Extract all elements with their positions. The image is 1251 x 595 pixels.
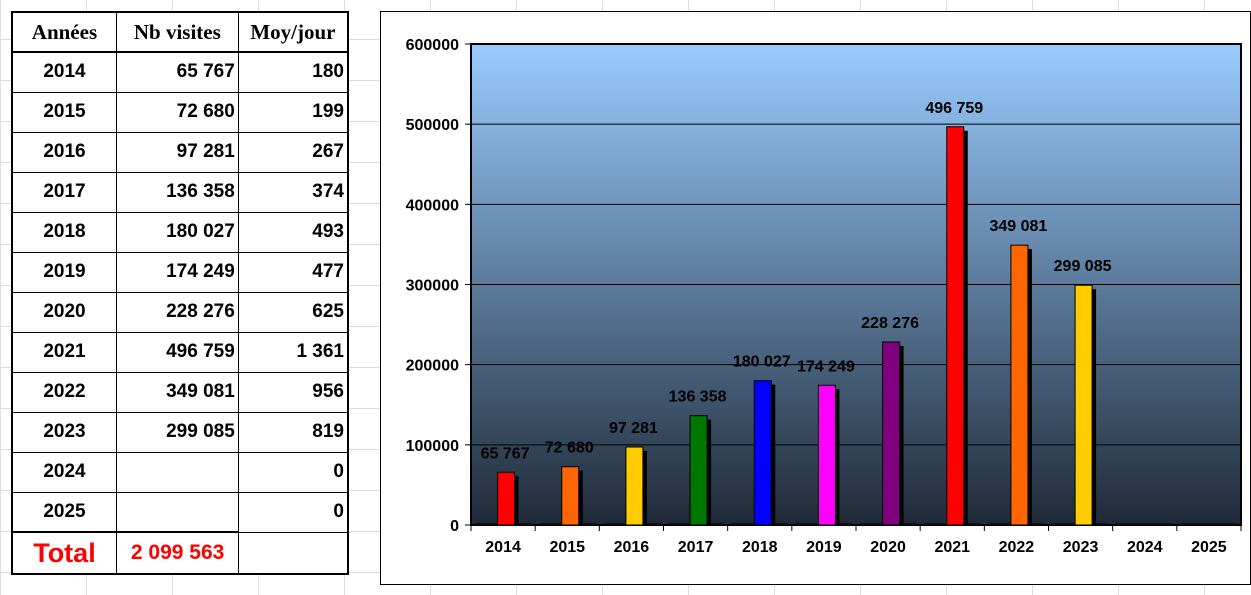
year-cell[interactable]: 2014 [11,51,117,93]
x-tick-label: 2024 [1127,539,1163,556]
visits-cell[interactable] [115,491,239,533]
data-label: 299 085 [1054,258,1112,275]
total-row: Total 2 099 563 [11,531,348,575]
bar[interactable] [753,380,772,526]
bar[interactable] [1010,244,1029,526]
year-cell[interactable]: 2019 [11,251,117,293]
x-tick-label: 2025 [1191,539,1227,556]
total-empty-cell [237,532,348,574]
visits-cell[interactable]: 174 249 [115,251,239,293]
year-cell[interactable]: 2025 [11,491,117,533]
x-tick-label: 2016 [614,539,650,556]
table-row: 2017 136 358 374 [11,171,349,213]
year-cell[interactable]: 2024 [11,451,117,493]
data-label: 228 276 [861,315,919,332]
visits-table: Années Nb visites Moy/jour 2014 65 767 180… [11,11,349,575]
data-label: 174 249 [797,358,855,375]
table-row: 2015 72 680 199 [11,91,349,133]
y-tick-label: 500000 [406,117,459,134]
table-row: 2016 97 281 267 [11,131,349,173]
x-tick-label: 2020 [870,539,906,556]
y-tick-label: 600000 [406,37,459,54]
per-day-cell[interactable]: 0 [237,491,349,533]
visits-cell[interactable] [115,451,239,493]
y-tick-label: 300000 [406,278,459,295]
data-label: 496 759 [925,100,983,117]
visits-cell[interactable]: 349 081 [115,371,239,413]
table-row: 2018 180 027 493 [11,211,349,253]
total-label[interactable]: Total [11,531,117,575]
x-tick-label: 2015 [549,539,585,556]
data-label: 97 281 [609,420,658,437]
table-row: 2020 228 276 625 [11,291,349,333]
header-years[interactable]: Années [11,11,117,53]
per-day-cell[interactable]: 1 361 [237,331,349,373]
bar[interactable] [882,341,901,526]
visits-cell[interactable]: 97 281 [115,131,239,173]
per-day-cell[interactable]: 477 [237,251,349,293]
bar[interactable] [497,471,516,526]
bar[interactable] [817,384,836,526]
x-tick-label: 2021 [934,539,970,556]
year-cell[interactable]: 2021 [11,331,117,373]
data-label: 136 358 [669,389,727,406]
per-day-cell[interactable]: 956 [237,371,349,413]
x-tick-label: 2019 [806,539,842,556]
per-day-cell[interactable]: 374 [237,171,349,213]
x-tick-label: 2017 [678,539,714,556]
bar[interactable] [625,446,644,526]
table-row: 2025 0 [11,491,349,533]
year-cell[interactable]: 2017 [11,171,117,213]
visits-cell[interactable]: 228 276 [115,291,239,333]
x-tick-label: 2018 [742,539,778,556]
y-tick-label: 0 [450,518,459,535]
table-row: 2019 174 249 477 [11,251,349,293]
per-day-cell[interactable]: 180 [237,51,349,93]
x-tick-label: 2022 [999,539,1035,556]
per-day-cell[interactable]: 819 [237,411,349,453]
visits-cell[interactable]: 496 759 [115,331,239,373]
table-row: 2024 0 [11,451,349,493]
data-label: 72 680 [545,440,594,457]
per-day-cell[interactable]: 267 [237,131,349,173]
header-per-day[interactable]: Moy/jour [237,11,349,53]
per-day-cell[interactable]: 199 [237,91,349,133]
visits-cell[interactable]: 180 027 [115,211,239,253]
total-value[interactable]: 2 099 563 [115,531,239,575]
data-label: 349 081 [989,218,1047,235]
visits-bar-chart[interactable]: 0 100000 200000 300000 400000 500000 600000 201… [380,11,1251,585]
data-label: 65 767 [481,445,530,462]
bar[interactable] [561,466,580,526]
table-row: 2014 65 767 180 [11,51,349,93]
bar[interactable] [689,415,708,526]
year-cell[interactable]: 2015 [11,91,117,133]
chart-svg: 0 100000 200000 300000 400000 500000 600000 201… [406,37,1242,556]
visits-cell[interactable]: 65 767 [115,51,239,93]
x-tick-label: 2014 [485,539,521,556]
year-cell[interactable]: 2020 [11,291,117,333]
table-row: 2021 496 759 1 361 [11,331,349,373]
year-cell[interactable]: 2022 [11,371,117,413]
table-row: 2022 349 081 956 [11,371,349,413]
year-cell[interactable]: 2018 [11,211,117,253]
visits-cell[interactable]: 299 085 [115,411,239,453]
y-tick-label: 400000 [406,197,459,214]
bar[interactable] [1074,284,1093,526]
table-header-row: Années Nb visites Moy/jour [11,11,349,53]
per-day-cell[interactable]: 493 [237,211,349,253]
x-tick-label: 2023 [1063,539,1099,556]
per-day-cell[interactable]: 0 [237,451,349,493]
data-label: 180 027 [733,354,791,371]
y-tick-label: 100000 [406,438,459,455]
year-cell[interactable]: 2023 [11,411,117,453]
per-day-cell[interactable]: 625 [237,291,349,333]
table-row: 2023 299 085 819 [11,411,349,453]
header-visits[interactable]: Nb visites [115,11,239,53]
year-cell[interactable]: 2016 [11,131,117,173]
visits-cell[interactable]: 136 358 [115,171,239,213]
bar[interactable] [946,126,965,526]
y-tick-label: 200000 [406,358,459,375]
visits-cell[interactable]: 72 680 [115,91,239,133]
